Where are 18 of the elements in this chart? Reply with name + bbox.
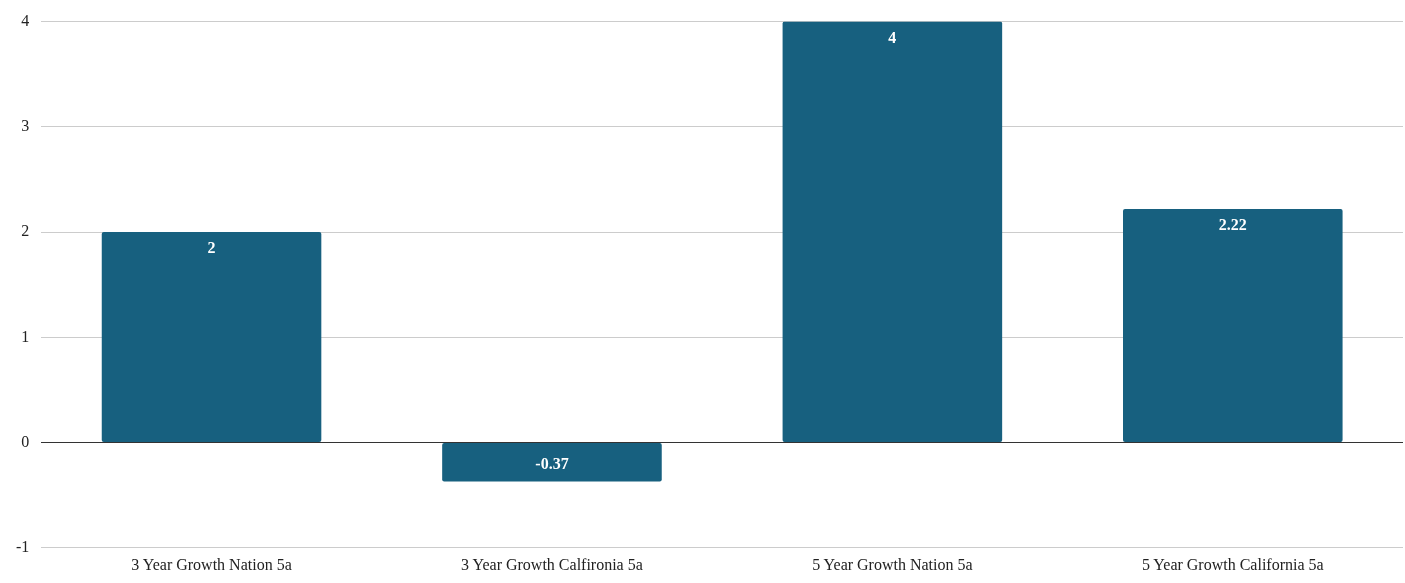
data-label: 2.22: [1218, 216, 1247, 234]
data-label: 2: [207, 239, 216, 257]
data-label: -0.37: [535, 454, 569, 472]
y-tick-label: 1: [21, 327, 30, 345]
x-tick-label: 3 Year Growth Nation 5a: [131, 555, 292, 573]
bar: [1123, 208, 1343, 443]
y-tick-label: 0: [21, 432, 30, 450]
x-tick-label: 5 Year Growth Nation 5a: [812, 555, 973, 573]
bar: [442, 443, 662, 482]
y-tick-label: 2: [21, 222, 30, 240]
y-tick-label: -1: [16, 538, 30, 555]
data-label: 4: [888, 28, 897, 46]
x-tick-label: 5 Year Growth California 5a: [1141, 555, 1324, 573]
y-tick-label: 3: [21, 117, 30, 135]
bar: [101, 232, 322, 443]
x-tick-label: 3 Year Growth Calfironia 5a: [461, 555, 643, 573]
bar: [782, 21, 1003, 443]
y-tick-label: 4: [21, 11, 30, 29]
